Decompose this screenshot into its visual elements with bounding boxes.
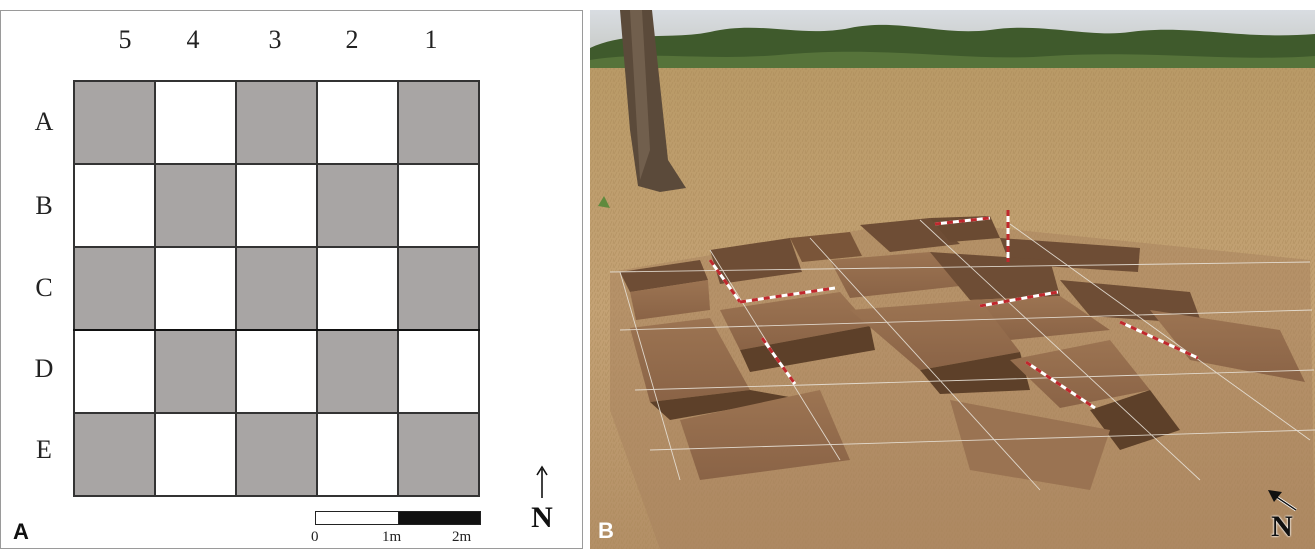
grid-cell-D3 [236, 330, 317, 413]
north-arrow-icon [536, 465, 548, 498]
grid-cell-E5 [74, 413, 155, 496]
grid-cell-C5 [74, 247, 155, 330]
grid-cell-B1 [398, 164, 479, 247]
grid-cell-D4 [155, 330, 236, 413]
scale-bar-black-segment [398, 512, 480, 524]
column-label: 1 [424, 25, 438, 54]
scale-label-2m: 2m [452, 529, 472, 545]
excavation-grid [73, 80, 480, 497]
grid-cell-B3 [236, 164, 317, 247]
row-label: C [35, 273, 53, 302]
row-label: A [34, 107, 54, 136]
grid-cell-D1 [398, 330, 479, 413]
grid-plan-panel: 5 4 3 2 1 A B C D E 0 1m 2m N A [0, 10, 583, 549]
panel-letter-b: B [598, 518, 614, 543]
scale-label-1m: 1m [382, 529, 402, 545]
grid-cell-A1 [398, 81, 479, 164]
excavation-photo-panel: N B [590, 10, 1315, 549]
photo-north-arrow-icon [1268, 490, 1297, 512]
column-label: 2 [345, 25, 359, 54]
row-label: E [36, 435, 52, 464]
grid-cell-C4 [155, 247, 236, 330]
scale-label-0: 0 [311, 529, 319, 545]
grid-cell-E1 [398, 413, 479, 496]
panel-letter-a: A [13, 519, 29, 544]
grid-cell-A2 [317, 81, 398, 164]
row-label: B [35, 191, 53, 220]
row-divider-line [73, 329, 480, 331]
grid-cell-C1 [398, 247, 479, 330]
excavation-site-photo [590, 10, 1315, 549]
grid-cell-B4 [155, 164, 236, 247]
column-label: 3 [268, 25, 282, 54]
grid-cell-E2 [317, 413, 398, 496]
scale-bar [315, 511, 481, 525]
grid-cell-C3 [236, 247, 317, 330]
grid-cell-E3 [236, 413, 317, 496]
grid-cell-B2 [317, 164, 398, 247]
column-label: 5 [118, 25, 132, 54]
grid-cell-A3 [236, 81, 317, 164]
north-label: N [531, 501, 553, 534]
grid-cell-A5 [74, 81, 155, 164]
grid-cell-E4 [155, 413, 236, 496]
grid-cell-D5 [74, 330, 155, 413]
grid-cell-B5 [74, 164, 155, 247]
scale-bar-white-segment [316, 512, 399, 524]
column-label: 4 [186, 25, 200, 54]
grid-cell-D2 [317, 330, 398, 413]
grid-cell-C2 [317, 247, 398, 330]
row-label: D [34, 354, 54, 383]
grid-cell-A4 [155, 81, 236, 164]
photo-north-label: N [1271, 510, 1293, 543]
